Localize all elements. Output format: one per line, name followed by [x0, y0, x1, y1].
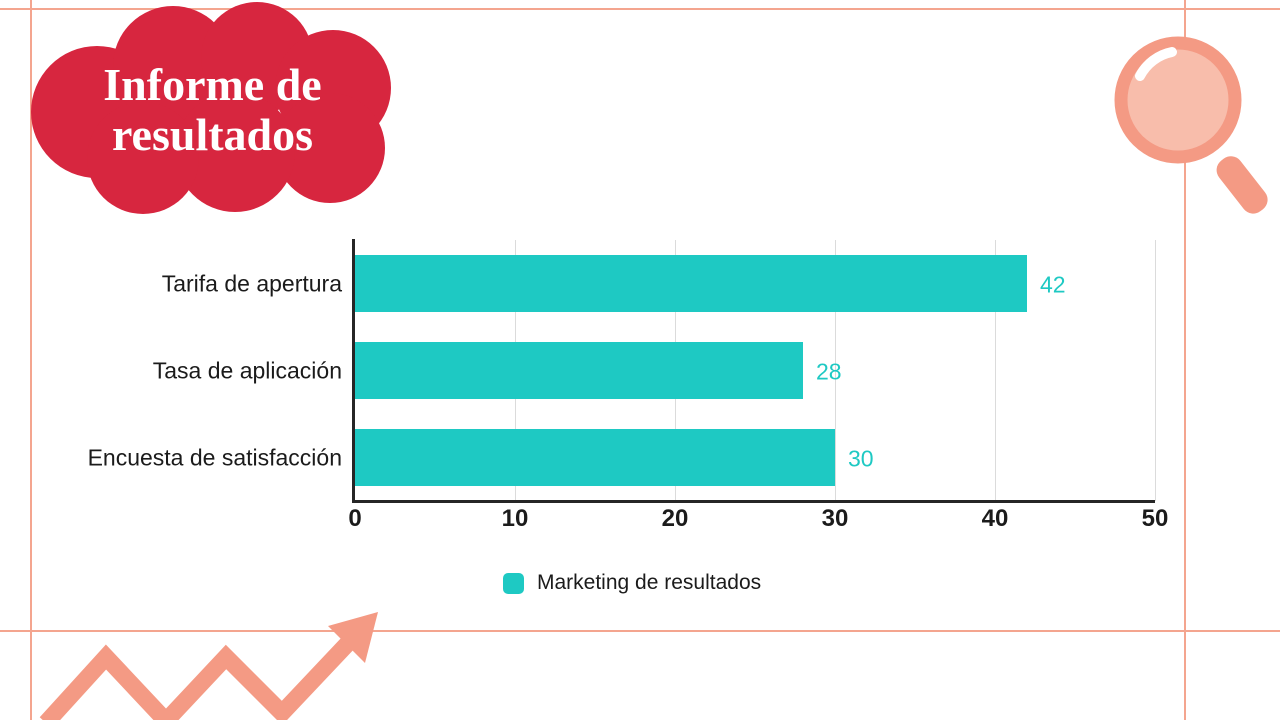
x-tick-label: 20: [661, 505, 689, 532]
category-label: Tarifa de apertura: [161, 270, 342, 296]
bar: [355, 342, 803, 399]
bar-value-label: 42: [1040, 271, 1066, 297]
legend-swatch: [503, 572, 524, 594]
x-tick-label: 0: [348, 505, 362, 532]
frame-line-bottom: [0, 630, 1280, 632]
x-tick-label: 50: [1141, 505, 1169, 532]
chart-legend: Marketing de resultados: [503, 571, 761, 595]
x-tick-label: 10: [501, 505, 529, 532]
category-label: Tasa de aplicación: [152, 357, 342, 383]
page-title: Informe de resultados: [25, 60, 400, 159]
bar: [355, 255, 1027, 312]
category-label: Encuesta de satisfacción: [87, 444, 342, 470]
x-axis-line: [352, 500, 1155, 503]
bar: [355, 429, 835, 486]
gridline: [1155, 240, 1156, 501]
frame-line-left: [30, 0, 32, 720]
gridline: [995, 240, 996, 501]
bar-value-label: 28: [816, 358, 842, 384]
title-line-1: Informe de: [103, 59, 322, 110]
frame-line-top: [0, 8, 1280, 10]
gridline: [835, 240, 836, 501]
title-blob: [31, 2, 391, 214]
x-tick-label: 30: [821, 505, 849, 532]
zigzag-arrow-icon: [39, 612, 378, 720]
title-line-2: resultados: [111, 108, 314, 160]
magnifier-icon: [1114, 36, 1268, 214]
bar-value-label: 30: [848, 445, 874, 471]
legend-label: Marketing de resultados: [537, 571, 762, 594]
y-axis-line: [352, 239, 355, 503]
x-tick-label: 40: [981, 505, 1009, 532]
frame-line-right: [1184, 0, 1186, 720]
